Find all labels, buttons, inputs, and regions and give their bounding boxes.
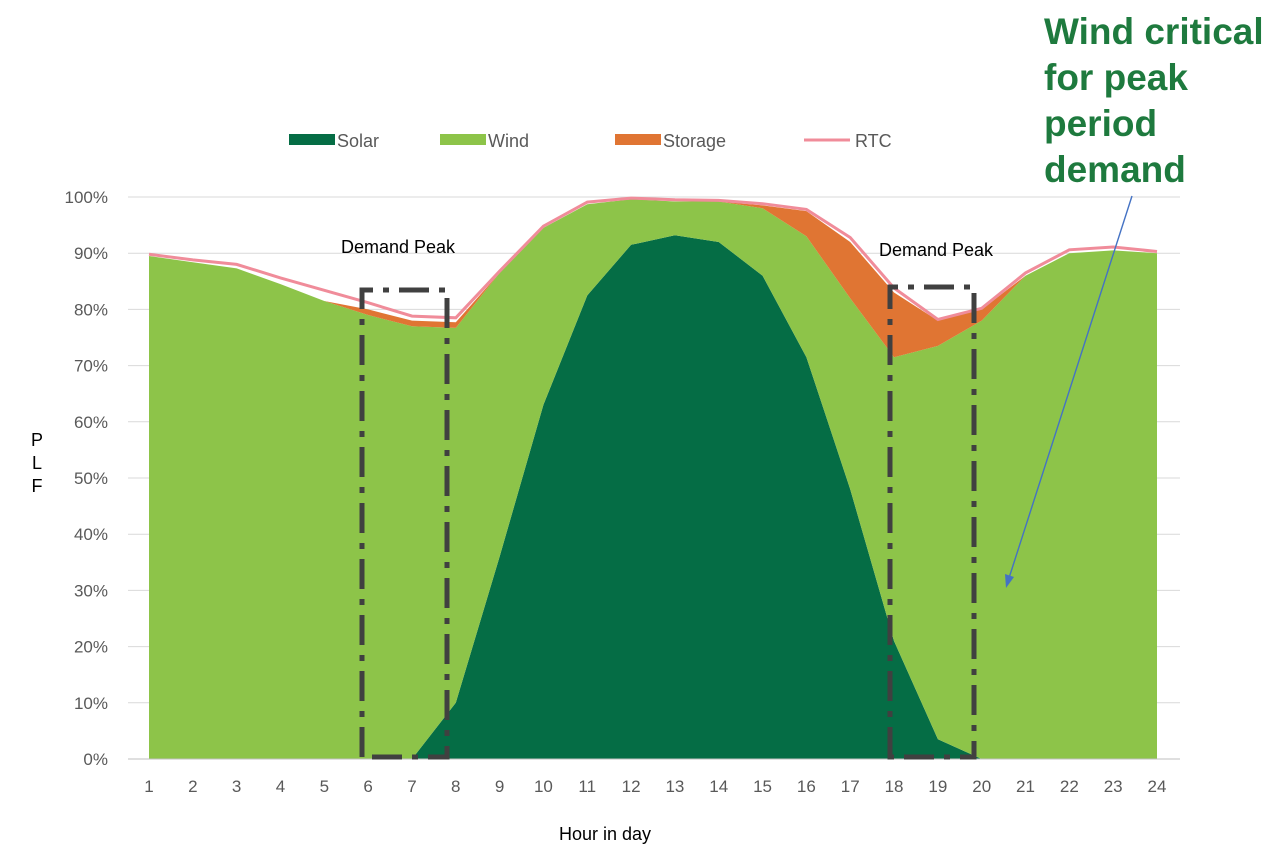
- x-tick-label: 19: [928, 777, 947, 796]
- legend: Solar Wind Storage RTC: [289, 131, 892, 151]
- x-tick-label: 20: [972, 777, 991, 796]
- x-tick-label: 11: [578, 777, 596, 796]
- wind-callout: Wind critical for peak period demand: [1005, 11, 1264, 588]
- callout-arrow-line: [1008, 195, 1133, 579]
- y-tick-label: 90%: [74, 244, 108, 263]
- x-tick-label: 8: [451, 777, 460, 796]
- x-tick-label: 5: [320, 777, 329, 796]
- y-tick-label: 40%: [74, 525, 108, 544]
- callout-arrow-head: [1005, 574, 1014, 588]
- x-axis-ticks: 1 2 3 4 5 6 7 8 9 10 11 12 13 14 15 16 17 18 19 20 21 22 23 24: [144, 777, 1166, 796]
- legend-swatch-storage: [615, 134, 661, 145]
- x-tick-label: 10: [534, 777, 553, 796]
- x-tick-label: 24: [1148, 777, 1167, 796]
- y-tick-label: 10%: [74, 694, 108, 713]
- x-tick-label: 6: [363, 777, 372, 796]
- x-tick-label: 9: [495, 777, 504, 796]
- legend-label-rtc: RTC: [855, 131, 892, 151]
- y-tick-label: 100%: [65, 188, 108, 207]
- series-area-storage: [149, 199, 1157, 358]
- x-tick-label: 14: [709, 777, 728, 796]
- y-tick-label: 50%: [74, 469, 108, 488]
- demand-peak-label-morning: Demand Peak: [341, 237, 456, 257]
- x-tick-label: 4: [276, 777, 285, 796]
- wind-callout-text: Wind critical for peak period demand: [1044, 11, 1264, 190]
- legend-label-storage: Storage: [663, 131, 726, 151]
- legend-label-wind: Wind: [488, 131, 529, 151]
- x-tick-label: 18: [885, 777, 904, 796]
- x-tick-label: 23: [1104, 777, 1123, 796]
- x-tick-label: 17: [841, 777, 860, 796]
- y-axis-ticks: 0% 10% 20% 30% 40% 50% 60% 70% 80% 90% 100%: [65, 188, 108, 769]
- series-line-rtc: [148, 196, 1158, 322]
- x-tick-label: 13: [665, 777, 684, 796]
- x-tick-label: 15: [753, 777, 772, 796]
- x-tick-label: 2: [188, 777, 197, 796]
- x-tick-label: 21: [1016, 777, 1035, 796]
- x-tick-label: 1: [144, 777, 153, 796]
- legend-swatch-solar: [289, 134, 335, 145]
- y-tick-label: 0%: [83, 750, 108, 769]
- x-tick-label: 3: [232, 777, 241, 796]
- series-area-solar: [149, 235, 1157, 759]
- x-axis-title: Hour in day: [559, 824, 651, 844]
- demand-peak-box-evening: [887, 284, 977, 760]
- x-tick-label: 12: [622, 777, 641, 796]
- x-tick-label: 16: [797, 777, 816, 796]
- legend-swatch-wind: [440, 134, 486, 145]
- demand-peak-label-evening: Demand Peak: [879, 240, 994, 260]
- y-tick-label: 20%: [74, 638, 108, 657]
- legend-label-solar: Solar: [337, 131, 379, 151]
- y-tick-label: 30%: [74, 581, 108, 600]
- x-tick-label: 7: [407, 777, 416, 796]
- x-tick-label: 22: [1060, 777, 1079, 796]
- series-area-wind: [149, 199, 1157, 759]
- y-tick-label: 70%: [74, 357, 108, 376]
- demand-peak-boxes: [359, 284, 977, 760]
- y-tick-label: 60%: [74, 413, 108, 432]
- y-tick-label: 80%: [74, 300, 108, 319]
- plot-area: [128, 196, 1180, 760]
